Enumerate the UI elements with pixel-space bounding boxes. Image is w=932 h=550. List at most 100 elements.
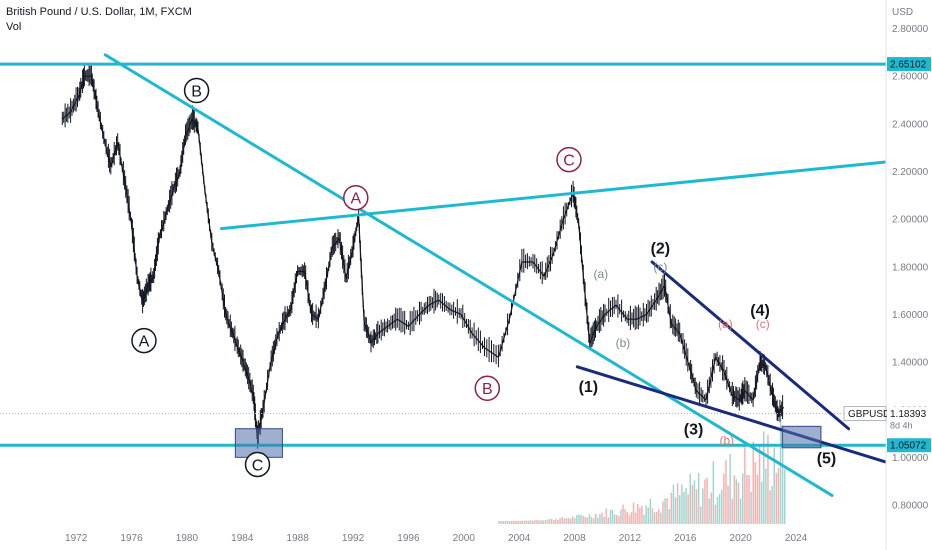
wave-label[interactable]: (3) <box>684 422 704 439</box>
volume-bar <box>683 492 685 524</box>
volume-bar <box>710 492 712 524</box>
x-tick-label: 2020 <box>730 533 753 544</box>
wave-label[interactable]: (a) <box>718 317 733 331</box>
volume-bar <box>550 518 553 524</box>
wave-label[interactable]: (4) <box>750 303 770 320</box>
volume-bar <box>712 461 715 524</box>
volume-bar <box>748 475 750 524</box>
y-tick-label: 2.80000 <box>892 24 929 35</box>
x-tick-label: 1976 <box>120 533 143 544</box>
volume-bar <box>538 520 540 524</box>
trendline[interactable] <box>103 53 834 497</box>
volume-bar <box>641 505 643 524</box>
volume-bar <box>519 520 521 524</box>
wave-label[interactable]: (c) <box>653 260 667 274</box>
x-tick-label: 1984 <box>231 533 254 544</box>
volume-bar <box>662 501 664 524</box>
volume-bar <box>536 520 538 524</box>
x-tick-label: 1972 <box>65 533 88 544</box>
wave-label[interactable]: A <box>350 191 361 208</box>
wave-label[interactable]: B <box>482 381 493 398</box>
volume-bar <box>731 499 733 524</box>
volume-bar <box>574 518 576 524</box>
volume-bar <box>779 415 782 524</box>
volume-bar <box>630 512 633 524</box>
volume-bar <box>515 520 517 524</box>
volume-bar <box>758 445 761 524</box>
volume-bar <box>599 514 601 524</box>
volume-bar <box>668 509 670 524</box>
wave-label[interactable]: C <box>252 457 264 474</box>
x-tick-label: 1996 <box>397 533 420 544</box>
volume-bar <box>660 512 662 524</box>
current-price-tag <box>887 406 931 433</box>
volume-bar <box>742 473 744 524</box>
volume-bar <box>607 517 610 524</box>
price-axis-background[interactable] <box>886 0 932 550</box>
volume-bar <box>718 494 721 524</box>
trendline[interactable] <box>650 260 851 431</box>
volume-bar <box>603 516 605 524</box>
x-tick-label: 1980 <box>176 533 199 544</box>
target-zone-rect[interactable] <box>781 425 822 449</box>
wave-label-circle[interactable] <box>131 327 157 354</box>
trendline[interactable] <box>575 365 888 464</box>
volume-bar <box>666 498 668 524</box>
volume-bar <box>534 520 536 524</box>
volume-bar <box>744 444 746 524</box>
volume-bar <box>634 512 637 524</box>
volume-bar <box>750 492 752 524</box>
volume-bar <box>529 520 532 524</box>
volume-bar <box>500 521 502 524</box>
wave-label-circle[interactable] <box>474 375 501 401</box>
volume-bar <box>525 520 528 524</box>
wave-label[interactable]: (b) <box>719 434 734 448</box>
wave-label[interactable]: A <box>139 334 150 351</box>
volume-bar <box>548 519 551 524</box>
wave-label[interactable]: (5) <box>817 450 837 467</box>
volume-bar <box>681 484 683 524</box>
wave-label-circle[interactable] <box>343 184 369 211</box>
wave-label[interactable]: C <box>563 153 575 170</box>
wave-label[interactable]: (a) <box>593 267 608 281</box>
volume-bar <box>544 520 547 524</box>
wave-label[interactable]: (2) <box>651 241 671 258</box>
volume-bar <box>691 485 694 524</box>
volume-bar <box>542 520 544 524</box>
x-tick-label: 1992 <box>342 533 365 544</box>
volume-bar <box>754 462 757 524</box>
volume-bar <box>504 521 507 524</box>
volume-bar <box>658 508 660 524</box>
level-price-tag <box>887 57 931 72</box>
wave-label-circle[interactable] <box>183 77 210 104</box>
y-tick-label: 2.60000 <box>892 72 929 83</box>
volume-bar <box>578 514 580 524</box>
volume-bar <box>771 485 773 524</box>
wave-label-circle[interactable] <box>556 146 582 173</box>
volume-bar <box>555 519 557 524</box>
volume-bar <box>769 490 771 524</box>
volume-bar <box>498 521 500 524</box>
x-tick-label: 1988 <box>287 533 310 544</box>
volume-bar <box>697 473 700 524</box>
volume-bar <box>746 474 748 524</box>
trendline[interactable] <box>220 160 888 231</box>
wave-label-circle[interactable] <box>244 451 271 478</box>
level-price-tag-text: 2.65102 <box>890 60 927 71</box>
y-tick-label: 0.80000 <box>892 500 929 511</box>
y-tick-label: 1.40000 <box>892 358 929 369</box>
volume-bar <box>716 497 719 524</box>
wave-label[interactable]: B <box>191 84 202 101</box>
volume-bar <box>714 504 717 524</box>
symbol-tag[interactable] <box>843 406 887 422</box>
volume-bar <box>628 515 631 524</box>
volume-bar <box>605 508 607 524</box>
volume-indicator-label[interactable]: Vol <box>6 21 22 33</box>
wave-label[interactable]: (b) <box>616 336 631 350</box>
wave-label[interactable]: (1) <box>579 379 599 396</box>
wave-label[interactable]: (c) <box>756 317 770 331</box>
volume-bar <box>532 520 534 524</box>
y-tick-label: 1.80000 <box>892 262 929 273</box>
volume-bar <box>626 512 628 524</box>
